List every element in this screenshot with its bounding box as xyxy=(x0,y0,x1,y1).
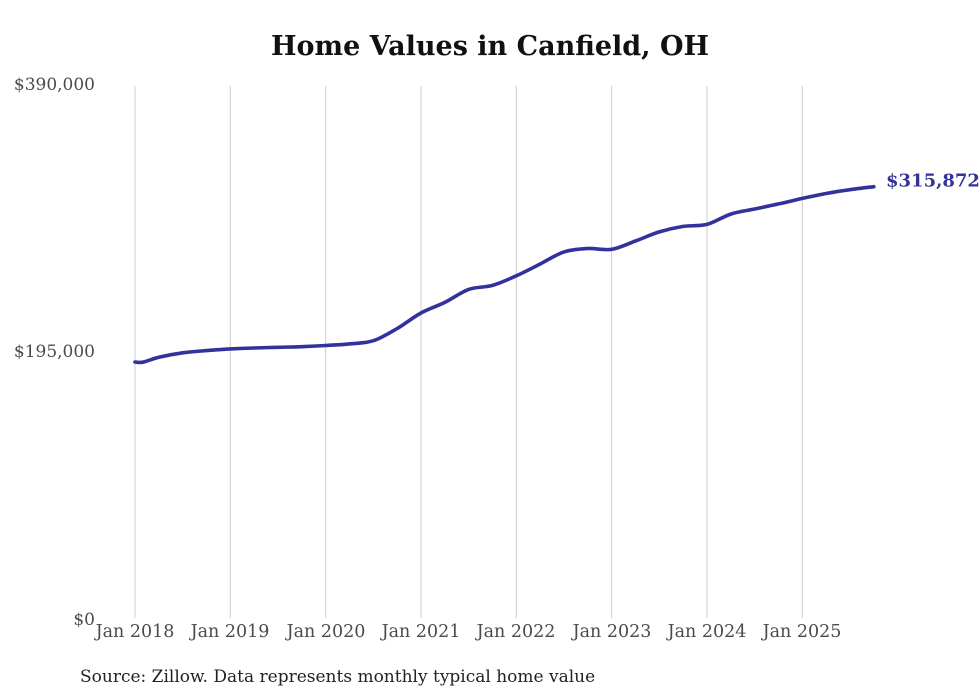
x-axis-tick-label: Jan 2024 xyxy=(667,622,747,642)
x-axis-tick-label: Jan 2023 xyxy=(572,622,652,642)
home-value-line xyxy=(133,184,876,365)
y-axis-tick-label: $195,000 xyxy=(13,342,95,362)
x-axis-tick-label: Jan 2019 xyxy=(190,622,270,642)
source-note: Source: Zillow. Data represents monthly … xyxy=(80,667,596,687)
y-axis-tick-label: $0 xyxy=(73,610,95,630)
gridline-group xyxy=(134,86,803,618)
x-axis-tick-label: Jan 2020 xyxy=(286,622,366,642)
x-axis-tick-label: Jan 2018 xyxy=(95,622,175,642)
x-axis-tick-label: Jan 2021 xyxy=(381,622,461,642)
end-value-label: $315,872 xyxy=(886,170,980,192)
x-axis-tick-label: Jan 2025 xyxy=(762,622,842,642)
x-axis-tick-label: Jan 2022 xyxy=(476,622,556,642)
chart-title: Home Values in Canfield, OH xyxy=(271,31,709,62)
y-axis-tick-label: $390,000 xyxy=(13,75,95,95)
